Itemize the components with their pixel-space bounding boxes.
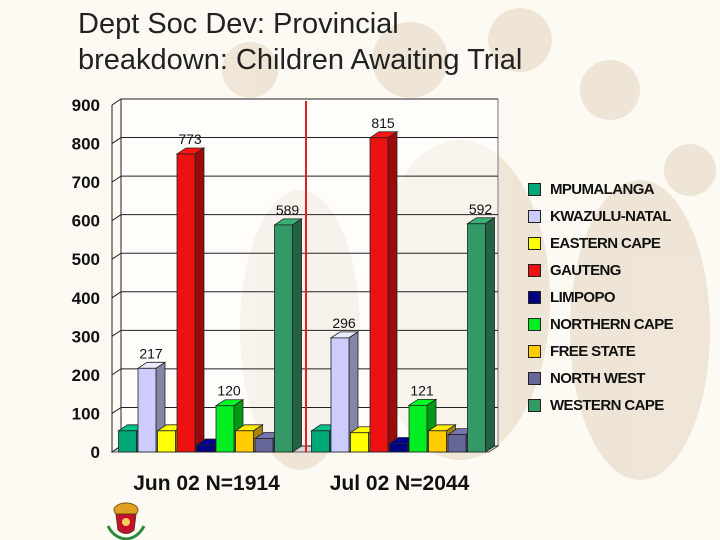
bar	[137, 367, 157, 453]
legend-item: EASTERN CAPE	[528, 230, 708, 257]
bar-side	[485, 217, 495, 453]
category-label: Jun 02 N=1914	[133, 472, 280, 495]
legend-swatch	[528, 183, 541, 196]
y-tick-label: 100	[72, 404, 100, 423]
legend-swatch	[528, 318, 541, 331]
y-tick-label: 600	[72, 212, 100, 231]
legend-swatch	[528, 210, 541, 223]
legend-label: NORTH WEST	[550, 370, 645, 387]
y-tick-label: 800	[72, 135, 100, 154]
legend-label: NORTHERN CAPE	[550, 316, 674, 333]
bars	[117, 131, 496, 453]
legend-item: NORTH WEST	[528, 365, 708, 392]
bar	[274, 224, 293, 453]
legend-label: LIMPOPO	[550, 289, 616, 306]
y-tick-label: 400	[72, 289, 100, 308]
y-tick-label: 0	[91, 443, 100, 462]
legend-label: EASTERN CAPE	[550, 235, 661, 252]
bar	[235, 430, 254, 453]
legend-item: MPUMALANGA	[528, 176, 708, 203]
legend-item: KWAZULU-NATAL	[528, 203, 708, 230]
legend-label: GAUTENG	[550, 262, 621, 279]
data-label: 217	[139, 345, 163, 361]
legend-swatch	[528, 345, 541, 358]
legend-item: NORTHERN CAPE	[528, 311, 708, 338]
data-label: 120	[217, 383, 241, 399]
y-tick-label: 500	[72, 250, 100, 269]
data-label: 592	[469, 201, 493, 217]
bar	[118, 430, 137, 453]
bar	[311, 430, 330, 453]
legend-swatch	[528, 291, 541, 304]
y-tick-label: 300	[72, 327, 100, 346]
data-label: 121	[410, 382, 434, 398]
legend-swatch	[528, 399, 541, 412]
data-label: 589	[276, 202, 300, 218]
bar	[350, 432, 369, 453]
legend-label: KWAZULU-NATAL	[550, 208, 671, 225]
bar	[408, 404, 428, 453]
legend-swatch	[528, 237, 541, 250]
title-line-1: Dept Soc Dev: Provincial	[78, 8, 399, 40]
bar	[215, 405, 235, 453]
data-label: 296	[332, 315, 356, 331]
bar	[447, 434, 467, 453]
legend-label: FREE STATE	[550, 343, 636, 360]
chart-legend: MPUMALANGA KWAZULU-NATAL EASTERN CAPE GAUTE…	[528, 176, 708, 419]
bar-side	[292, 218, 302, 453]
bar	[369, 137, 389, 453]
legend-item: LIMPOPO	[528, 284, 708, 311]
y-tick-label: 700	[72, 173, 100, 192]
bar	[389, 443, 408, 453]
bar	[330, 337, 350, 453]
legend-item: FREE STATE	[528, 338, 708, 365]
legend-item: GAUTENG	[528, 257, 708, 284]
legend-swatch	[528, 264, 541, 277]
bar-side	[387, 131, 398, 453]
axes: 0 100 200 300 400 500 600 700 800 900	[72, 96, 122, 462]
legend-item: WESTERN CAPE	[528, 392, 708, 419]
coat-of-arms-icon	[106, 502, 146, 540]
category-label: Jul 02 N=2044	[330, 472, 470, 495]
legend-label: MPUMALANGA	[550, 181, 655, 198]
y-tick-label: 200	[72, 366, 100, 385]
data-labels: 217 773 120 589 Jun 02 N=1914 296 815 121 592 Jul…	[133, 115, 492, 495]
title-line-2: breakdown: Children Awaiting Trial	[78, 44, 523, 76]
bar-side	[194, 147, 205, 453]
legend-swatch	[528, 372, 541, 385]
bar	[428, 430, 447, 453]
data-label: 815	[371, 115, 395, 131]
bar	[196, 444, 215, 453]
bar	[467, 223, 486, 453]
data-label: 773	[178, 131, 202, 147]
y-tick-label: 900	[72, 96, 100, 115]
page-title: Dept Soc Dev: Provincial breakdown: Chil…	[78, 6, 698, 78]
bar	[254, 438, 274, 453]
legend-label: WESTERN CAPE	[550, 397, 664, 414]
bar	[176, 153, 196, 453]
bar	[157, 430, 176, 453]
